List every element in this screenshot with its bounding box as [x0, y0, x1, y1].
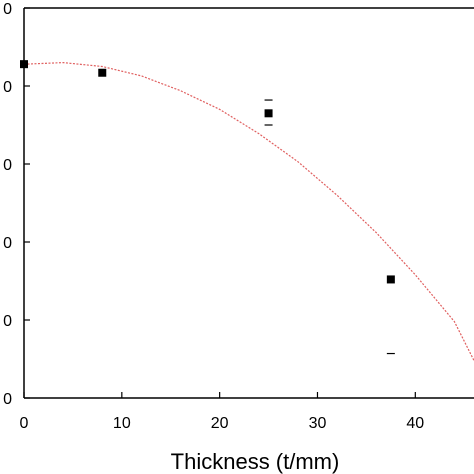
- data-point: [98, 68, 107, 77]
- y-tick-label: 0: [3, 235, 12, 252]
- y-tick-label: 0: [3, 1, 12, 18]
- error-bars: [264, 99, 395, 355]
- y-tick-label: 0: [3, 391, 12, 408]
- x-tick-label: 0: [20, 415, 29, 432]
- x-axis-title: Thickness (t/mm): [171, 449, 340, 474]
- plot-frame: [23, 7, 474, 399]
- data-points: [20, 60, 395, 284]
- data-point: [20, 60, 28, 69]
- y-tick-label: 0: [3, 79, 12, 96]
- y-tick-label: 0: [3, 157, 12, 174]
- fit-curve: [23, 61, 474, 361]
- x-tick-label: 30: [309, 415, 327, 432]
- data-point: [386, 275, 395, 284]
- x-tick-label: 10: [113, 415, 131, 432]
- x-tick-label: 20: [211, 415, 229, 432]
- y-tick-label: 0: [3, 313, 12, 330]
- x-tick-label: 40: [406, 415, 424, 432]
- fit-curve-line: [23, 61, 474, 361]
- data-point: [264, 109, 273, 118]
- y-axis-ticks: 0 0 0 0 0 0: [3, 1, 30, 408]
- x-axis-ticks: 0 10 20 30 40: [20, 392, 424, 432]
